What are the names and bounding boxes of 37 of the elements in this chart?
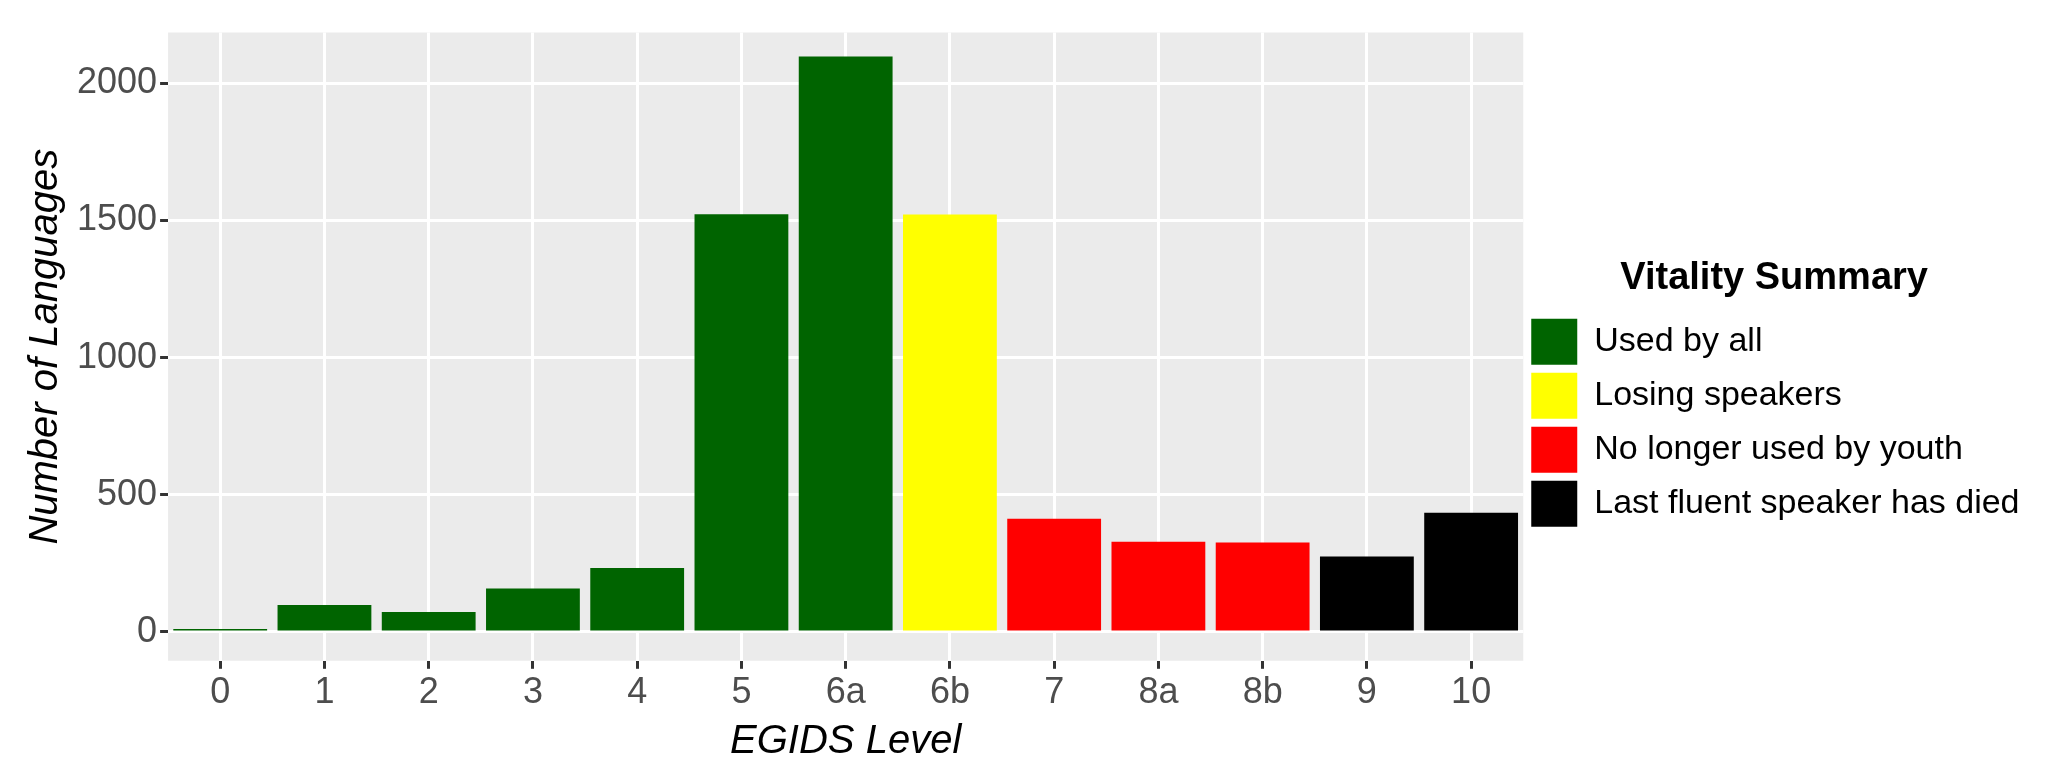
x-tick-label: 8b	[1242, 670, 1283, 712]
legend-label: No longer used by youth	[1594, 428, 1963, 467]
y-tick-label: 500	[97, 471, 158, 513]
x-tick-label: 4	[627, 670, 648, 712]
x-tick-label: 0	[210, 670, 231, 712]
bar	[1215, 542, 1310, 631]
legend-label: Losing speakers	[1594, 374, 1842, 413]
bar	[381, 611, 476, 631]
y-tick-label: 1500	[76, 197, 158, 239]
y-tick-label: 0	[137, 608, 158, 650]
x-tick-label: 2	[418, 670, 439, 712]
legend-title: Vitality Summary	[1620, 254, 1928, 297]
y-tick-label: 1000	[76, 334, 158, 376]
bar	[277, 605, 372, 631]
x-tick-label: 5	[731, 670, 752, 712]
x-tick-label: 8a	[1138, 670, 1180, 712]
bar	[486, 588, 580, 631]
x-tick-label: 6b	[929, 670, 970, 712]
bar	[590, 568, 685, 631]
y-tick-label: 2000	[76, 60, 158, 102]
x-tick-label: 3	[522, 670, 543, 712]
legend-label: Last fluent speaker has died	[1594, 482, 2020, 521]
bar	[694, 214, 789, 631]
bar	[903, 214, 997, 631]
bar	[1007, 518, 1102, 631]
bar	[798, 56, 893, 631]
x-axis-title: EGIDS Level	[730, 717, 963, 762]
bar	[1319, 556, 1414, 631]
x-tick-label: 6a	[825, 670, 867, 712]
bar	[1424, 512, 1519, 631]
x-tick-label: 7	[1044, 670, 1065, 712]
legend-label: Used by all	[1594, 320, 1763, 359]
x-tick-label: 1	[314, 670, 335, 712]
y-axis-title: Number of Languages	[21, 148, 66, 545]
x-tick-label: 10	[1451, 670, 1492, 712]
bar	[1111, 541, 1206, 631]
x-tick-label: 9	[1356, 670, 1377, 712]
